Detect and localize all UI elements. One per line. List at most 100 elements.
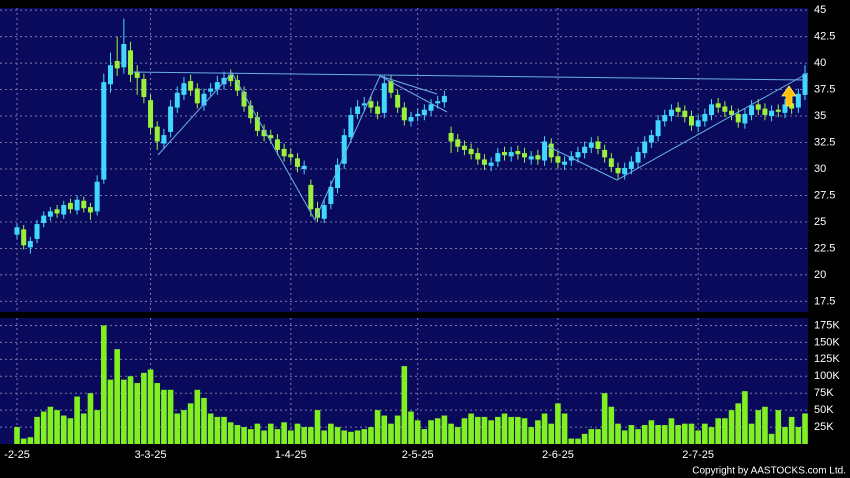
volume-bar (107, 379, 114, 444)
volume-bar (141, 372, 147, 444)
candle-body (735, 113, 741, 123)
candle-body (568, 156, 574, 161)
candle-body (121, 44, 127, 68)
candle-body (61, 205, 67, 215)
volume-bar (127, 376, 134, 444)
volume-bar (735, 403, 742, 444)
x-tick-label: 3-3-25 (135, 449, 167, 461)
volume-bar (441, 415, 448, 444)
volume-bar (454, 427, 461, 444)
candle-body (415, 113, 421, 117)
candle-body (27, 241, 33, 248)
candle-body (762, 108, 768, 115)
trendline (157, 72, 448, 222)
x-tick-label: -2-25 (4, 449, 30, 461)
volume-bar (588, 429, 595, 444)
volume-bar (234, 425, 241, 444)
volume-bar (334, 427, 341, 444)
volume-bar (167, 389, 174, 444)
volume-bar (681, 423, 688, 444)
candle-body (428, 104, 434, 111)
candle-body (174, 92, 180, 108)
candle-body (388, 81, 394, 93)
candle-body (588, 142, 594, 148)
candle-body (755, 104, 761, 110)
volume-bar (54, 410, 60, 444)
y-tick-label: 35 (814, 110, 826, 122)
candle-body (134, 71, 140, 78)
candle-body (321, 205, 327, 219)
volume-bar (267, 423, 274, 444)
y-tick-label: 27.5 (814, 189, 835, 201)
volume-bar (495, 416, 501, 444)
marks: 17.5 20 22.5 25 27.5 30 32.5 35 37.5 40 42.5 45 25K 5… (0, 4, 840, 461)
candle-body (361, 103, 367, 106)
volume-bar (134, 383, 141, 444)
candle-body (515, 150, 521, 155)
candle-body (201, 93, 207, 106)
candle-body (582, 146, 588, 154)
y-tick-label: 17.5 (814, 295, 835, 307)
volume-bar (555, 403, 561, 444)
volume-bar (528, 427, 535, 444)
candle-body (408, 117, 414, 122)
candle-body (775, 109, 781, 112)
volume-bar (74, 396, 80, 444)
candle-body (401, 107, 407, 121)
x-tick-label: 1-4-25 (275, 449, 307, 461)
volume-bar (308, 427, 314, 444)
candle-body (47, 211, 53, 217)
candle-body (194, 88, 200, 104)
candle-body (562, 161, 568, 165)
volume-bar (535, 420, 541, 444)
volume-bar (341, 430, 348, 444)
volume-bar (114, 349, 120, 444)
candle-body (221, 77, 227, 85)
candle-body (34, 224, 40, 239)
candle-body (709, 104, 715, 115)
volume-bar (628, 425, 635, 444)
candle-body (542, 141, 548, 161)
candle-body (288, 154, 294, 158)
volume-bar (94, 410, 100, 444)
volume-bar (788, 416, 795, 444)
volume-bar (34, 416, 40, 444)
candle-body (188, 81, 194, 91)
candle-body (715, 103, 721, 108)
candle-body (742, 113, 748, 124)
candle-body (381, 83, 387, 113)
volume-bar (421, 429, 428, 444)
candle-body (148, 100, 154, 128)
volume-bar (575, 438, 581, 444)
volume-tick-label: 50K (814, 404, 834, 416)
candle-body (335, 164, 341, 189)
volume-bar (408, 411, 414, 444)
volume-bar (481, 416, 488, 444)
candle-body (655, 120, 661, 137)
volume-bar (702, 423, 708, 444)
volume-bar (47, 406, 54, 444)
candle-body (675, 107, 681, 112)
volume-bar (468, 413, 474, 444)
candle-body (729, 110, 735, 115)
volume-bar (261, 430, 267, 444)
volume-bar (668, 418, 675, 444)
volume-bar (581, 433, 588, 444)
volume-bar (368, 427, 374, 444)
candle-body (234, 80, 240, 91)
volume-bar (20, 438, 27, 444)
candle-body (208, 88, 214, 92)
volume-bar (541, 413, 548, 444)
candle-body (555, 156, 561, 163)
volume-bar (80, 413, 87, 444)
volume-bar (775, 410, 782, 444)
candle-body (107, 65, 113, 85)
volume-tick-label: 25K (814, 421, 834, 433)
volume-bar (181, 410, 187, 444)
candle-body (128, 50, 134, 75)
volume-bar (201, 397, 207, 444)
candle-body (214, 82, 220, 90)
candle-body (74, 199, 80, 211)
volume-bar (488, 420, 494, 444)
